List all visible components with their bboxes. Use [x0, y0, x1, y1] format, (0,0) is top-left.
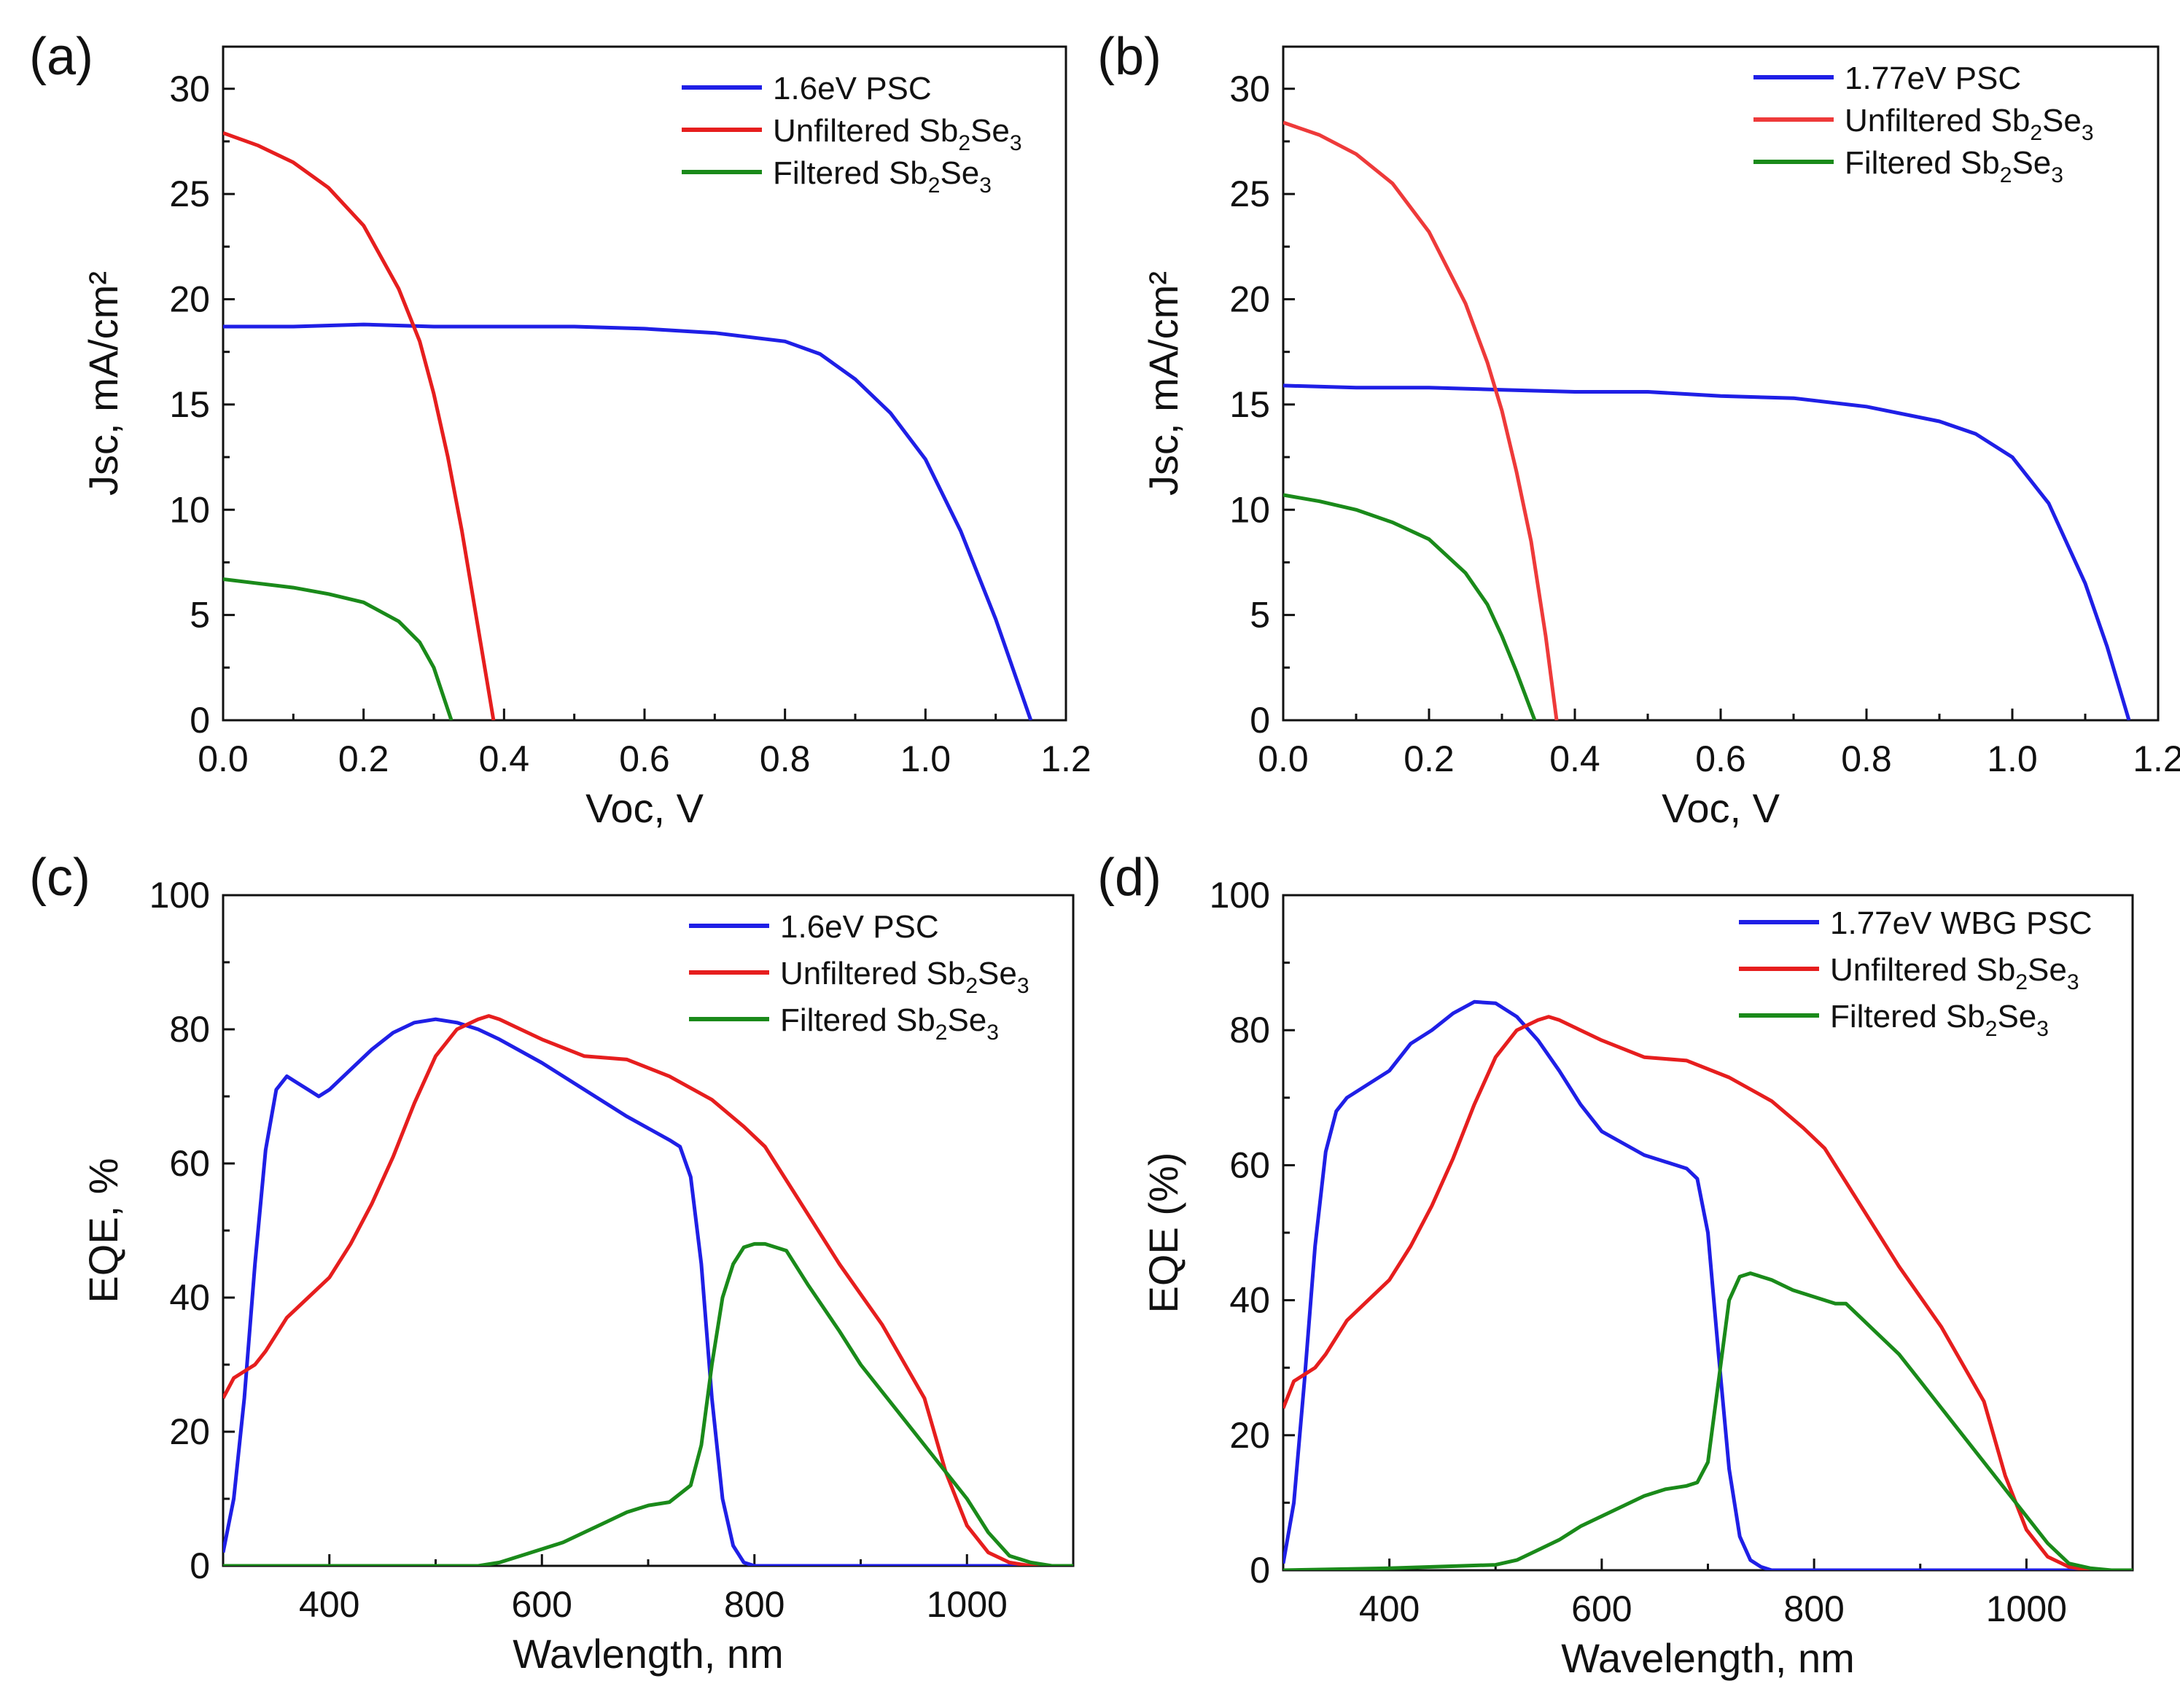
- x-tick-label: 1000: [927, 1584, 1008, 1625]
- y-tick-label: 10: [169, 489, 210, 530]
- panel-label: (d): [1097, 849, 1161, 907]
- panel-label: (b): [1097, 28, 1161, 86]
- chart-panel-b: (b) 0.0 0.2 0.4 0.6 0.8 1.0 1.2 0 5 10 15 20 25 30 Voc,…: [1097, 28, 2180, 831]
- legend-entry: 1.77eV PSC: [1845, 61, 2021, 96]
- y-tick-label: 100: [149, 875, 210, 916]
- series-line-2: [1283, 493, 1537, 720]
- x-tick-label: 600: [512, 1584, 572, 1625]
- y-tick-label: 20: [169, 1411, 210, 1452]
- x-tick-label: 0.6: [619, 738, 670, 779]
- y-axis-label: EQE (%): [1140, 1153, 1186, 1314]
- x-axis-label: Voc, V: [585, 785, 704, 831]
- x-tick-label: 0.8: [1841, 738, 1892, 779]
- chart-panel-c: (c) 400 600 800 1000 0 20 40 60 80 100 Wavlength, n…: [29, 849, 1075, 1677]
- legend-entry: Unfiltered Sb2Se3: [773, 113, 1022, 155]
- y-tick-label: 20: [169, 279, 210, 320]
- x-tick-label: 1.2: [1040, 738, 1091, 779]
- x-tick-label: 0.4: [1549, 738, 1600, 779]
- panel-label: (c): [29, 849, 90, 907]
- series-line-1: [223, 131, 496, 720]
- y-tick-label: 15: [1229, 384, 1270, 425]
- x-tick-label: 400: [1359, 1588, 1420, 1629]
- y-axis-label: Jsc, mA/cm²: [1140, 271, 1186, 496]
- series-line-1: [223, 1014, 1073, 1566]
- x-tick-label: 0.8: [760, 738, 811, 779]
- x-tick-label: 400: [299, 1584, 359, 1625]
- y-tick-label: 40: [169, 1277, 210, 1318]
- x-tick-label: 0.2: [1404, 738, 1455, 779]
- y-axis-label: Jsc, mA/cm²: [80, 271, 126, 496]
- legend-entry: Unfiltered Sb2Se3: [1845, 103, 2094, 145]
- legend-entry: Unfiltered Sb2Se3: [1830, 952, 2079, 994]
- x-tick-label: 800: [1783, 1588, 1844, 1629]
- y-tick-label: 0: [190, 1545, 210, 1586]
- x-tick-label: 800: [724, 1584, 785, 1625]
- x-axis-label: Voc, V: [1662, 785, 1780, 831]
- y-tick-label: 60: [1229, 1144, 1270, 1185]
- y-tick-label: 30: [169, 69, 210, 109]
- x-tick-label: 1.0: [900, 738, 951, 779]
- x-tick-label: 0.4: [479, 738, 530, 779]
- series-line-1: [1283, 120, 1559, 720]
- x-tick-label: 0.0: [198, 738, 249, 779]
- legend-entry: 1.77eV WBG PSC: [1830, 905, 2092, 941]
- y-tick-label: 0: [1250, 1550, 1270, 1591]
- chart-panel-a: (a) 0.0 0.2 0.4 0.6 0.8 1.0 1.2 0 5 10 15 20 25 30 Voc,…: [29, 28, 1091, 831]
- x-tick-label: 1000: [1986, 1588, 2067, 1629]
- y-tick-label: 30: [1229, 69, 1270, 109]
- legend-entry: Filtered Sb2Se3: [780, 1002, 999, 1045]
- series-line-2: [223, 1241, 1073, 1566]
- series-line-0: [1283, 383, 2131, 720]
- series-line-0: [1283, 999, 2133, 1570]
- y-axis-label: EQE, %: [80, 1158, 126, 1303]
- series-line-1: [1283, 1015, 2133, 1570]
- legend-entry: Filtered Sb2Se3: [1830, 999, 2049, 1041]
- panel-label: (a): [29, 28, 93, 86]
- plot-frame: [222, 894, 1075, 1567]
- y-tick-label: 80: [169, 1009, 210, 1050]
- x-tick-label: 0.0: [1258, 738, 1309, 779]
- x-tick-label: 0.6: [1695, 738, 1746, 779]
- y-tick-label: 0: [1250, 700, 1270, 741]
- y-tick-label: 25: [169, 173, 210, 214]
- y-tick-label: 5: [190, 595, 210, 636]
- x-tick-label: 1.2: [2133, 738, 2180, 779]
- y-tick-label: 15: [169, 384, 210, 425]
- y-tick-label: 5: [1250, 595, 1270, 636]
- series-line-2: [1283, 1271, 2133, 1570]
- y-tick-label: 0: [190, 700, 210, 741]
- legend-entry: 1.6eV PSC: [780, 909, 939, 945]
- legend: 1.77eV WBG PSC Unfiltered Sb2Se3 Filtered …: [1739, 905, 2092, 1041]
- x-axis-label: Wavlength, nm: [513, 1631, 783, 1677]
- series-line-0: [223, 1017, 1073, 1566]
- y-tick-label: 10: [1229, 489, 1270, 530]
- y-tick-label: 20: [1229, 279, 1270, 320]
- y-tick-label: 40: [1229, 1280, 1270, 1321]
- x-axis-label: Wavelength, nm: [1561, 1635, 1855, 1681]
- y-tick-label: 20: [1229, 1415, 1270, 1456]
- x-tick-label: 600: [1571, 1588, 1632, 1629]
- legend-entry: Filtered Sb2Se3: [1845, 145, 2063, 187]
- chart-panel-d: (d) 400 600 800 1000 0 20 40 60 80 100 Wavelength, …: [1097, 849, 2134, 1681]
- series-line-0: [223, 322, 1033, 720]
- y-tick-label: 100: [1210, 875, 1270, 916]
- y-tick-label: 80: [1229, 1010, 1270, 1050]
- legend-entry: 1.6eV PSC: [773, 71, 932, 106]
- legend-entry: Filtered Sb2Se3: [773, 155, 992, 198]
- series-line-2: [223, 577, 453, 720]
- x-tick-label: 0.2: [338, 738, 389, 779]
- legend-entry: Unfiltered Sb2Se3: [780, 956, 1029, 998]
- y-tick-label: 60: [169, 1143, 210, 1184]
- x-tick-label: 1.0: [1987, 738, 2038, 779]
- y-tick-label: 25: [1229, 173, 1270, 214]
